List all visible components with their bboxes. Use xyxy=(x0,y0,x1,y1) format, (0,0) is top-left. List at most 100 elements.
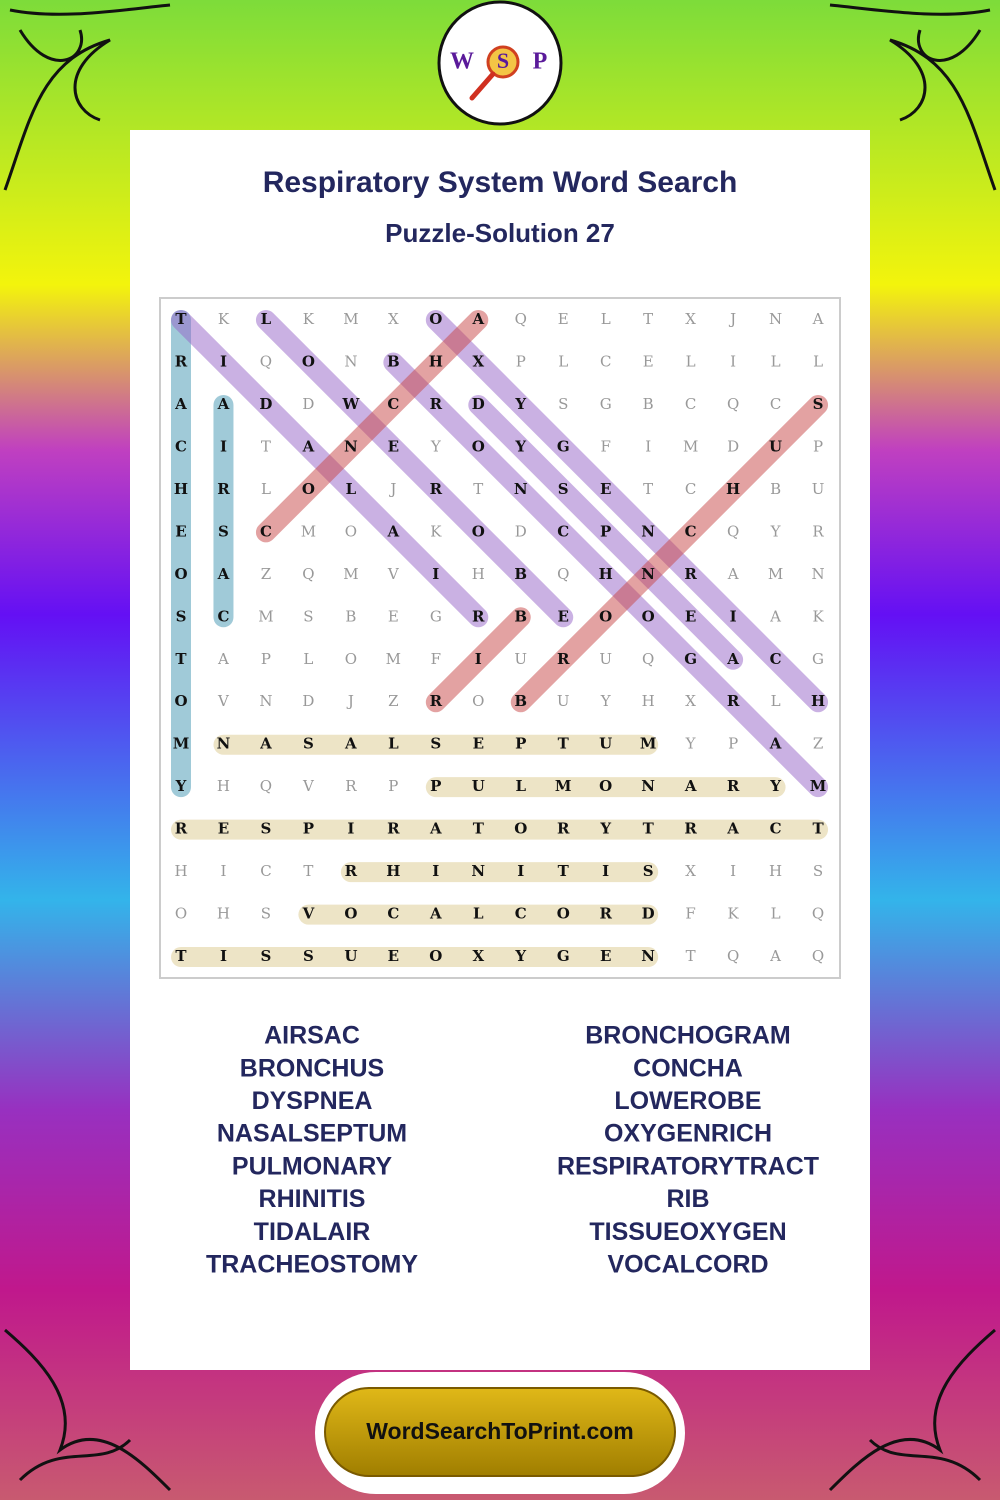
grid-letter: Y xyxy=(770,522,782,540)
subtitle: Puzzle-Solution 27 xyxy=(385,218,615,248)
grid-letter: H xyxy=(217,777,230,795)
grid-letter: M xyxy=(343,310,358,328)
grid-letter: M xyxy=(555,777,572,795)
grid-letter: Q xyxy=(260,777,272,795)
grid-letter: S xyxy=(558,480,569,498)
grid-letter: C xyxy=(175,437,187,455)
grid-letter: R xyxy=(175,352,188,370)
grid-letter: M xyxy=(173,735,190,753)
grid-letter: R xyxy=(684,565,697,583)
grid-letter: B xyxy=(643,395,654,413)
grid-letter: P xyxy=(516,352,526,370)
grid-letter: U xyxy=(557,692,570,710)
grid-letter: N xyxy=(217,735,231,753)
grid-letter: O xyxy=(345,650,357,668)
grid-letter: F xyxy=(600,437,610,455)
grid-letter: Q xyxy=(812,905,824,923)
grid-letter: E xyxy=(600,480,611,498)
highlight xyxy=(425,607,531,713)
grid-letter: R xyxy=(599,905,612,923)
grid-letter: A xyxy=(429,905,442,923)
grid-letter: D xyxy=(515,522,527,540)
grid-letter: L xyxy=(346,480,357,498)
grid-letter: I xyxy=(347,820,354,838)
grid-letter: O xyxy=(642,607,655,625)
grid-letter: R xyxy=(175,820,188,838)
highlight xyxy=(425,310,829,713)
grid-letter: G xyxy=(557,947,570,965)
grid-letter: V xyxy=(302,905,315,923)
word: CONCHA xyxy=(633,1054,743,1082)
grid-letter: O xyxy=(472,692,484,710)
grid-letter: A xyxy=(217,650,229,668)
grid-letter: O xyxy=(429,310,442,328)
word: BRONCHUS xyxy=(240,1054,384,1082)
grid-letter: T xyxy=(643,310,653,328)
grid-letter: P xyxy=(388,777,398,795)
word: VOCALCORD xyxy=(607,1251,768,1279)
grid-letter: Y xyxy=(769,777,781,795)
grid-letter: O xyxy=(174,692,187,710)
grid-letter: H xyxy=(217,905,230,923)
grid-letter: L xyxy=(686,352,696,370)
word: NASALSEPTUM xyxy=(217,1120,407,1148)
grid-letter: E xyxy=(388,607,399,625)
grid-letter: Y xyxy=(514,395,526,413)
grid-letter: Z xyxy=(813,735,823,753)
grid-letter: R xyxy=(812,522,824,540)
grid-letter: A xyxy=(726,820,739,838)
grid-letter: C xyxy=(770,395,781,413)
logo-letter: W xyxy=(450,49,474,75)
title: Respiratory System Word Search xyxy=(263,166,738,199)
grid-letter: N xyxy=(471,862,485,880)
grid-letter: B xyxy=(345,607,356,625)
grid-letter: I xyxy=(221,862,227,880)
grid-letter: T xyxy=(643,820,655,838)
grid-letter: T xyxy=(303,862,313,880)
grid-letter: H xyxy=(726,480,740,498)
grid-letter: H xyxy=(429,352,443,370)
grid-letter: R xyxy=(430,395,443,413)
grid-letter: Z xyxy=(388,692,398,710)
footer-button[interactable] xyxy=(324,1387,676,1477)
grid-letter: R xyxy=(472,607,485,625)
grid-letter: Y xyxy=(599,820,611,838)
word: BRONCHOGRAM xyxy=(585,1022,791,1050)
grid-letter: Y xyxy=(685,735,697,753)
grid-letter: F xyxy=(685,905,695,923)
grid-letter: Y xyxy=(430,437,442,455)
highlight xyxy=(468,394,744,670)
grid-letter: Y xyxy=(175,777,187,795)
grid-letter: A xyxy=(769,607,781,625)
grid-letter: I xyxy=(220,947,227,965)
grid-letter: C xyxy=(600,352,611,370)
grid-letter: V xyxy=(387,565,400,583)
logo-letter: P xyxy=(533,49,548,75)
grid-letter: R xyxy=(345,777,357,795)
word: DYSPNEA xyxy=(252,1087,373,1115)
grid-letter: G xyxy=(684,650,697,668)
grid-letter: X xyxy=(472,352,484,370)
grid-letter: O xyxy=(302,480,315,498)
grid-letter: T xyxy=(558,862,570,880)
grid-letter: L xyxy=(515,777,526,795)
grid-letter: A xyxy=(217,395,230,413)
grid-letter: U xyxy=(344,947,357,965)
footer-url[interactable]: WordSearchToPrint.com xyxy=(366,1418,634,1444)
grid-letter: T xyxy=(812,820,824,838)
word: RHINITIS xyxy=(259,1185,366,1213)
logo-lens xyxy=(486,45,520,79)
grid-letter: M xyxy=(258,607,273,625)
grid-letter: Y xyxy=(514,947,526,965)
grid-letter: I xyxy=(220,437,227,455)
grid-letter: O xyxy=(472,437,485,455)
grid-letter: B xyxy=(514,692,527,710)
grid-letter: W xyxy=(341,395,360,413)
grid-letter: N xyxy=(641,522,655,540)
grid-letter: K xyxy=(812,607,824,625)
grid-letter: U xyxy=(472,777,485,795)
grid-letter: U xyxy=(812,480,825,498)
grid-letter: A xyxy=(302,437,315,455)
grid-letter: R xyxy=(345,862,358,880)
ornaments xyxy=(3,3,997,1492)
